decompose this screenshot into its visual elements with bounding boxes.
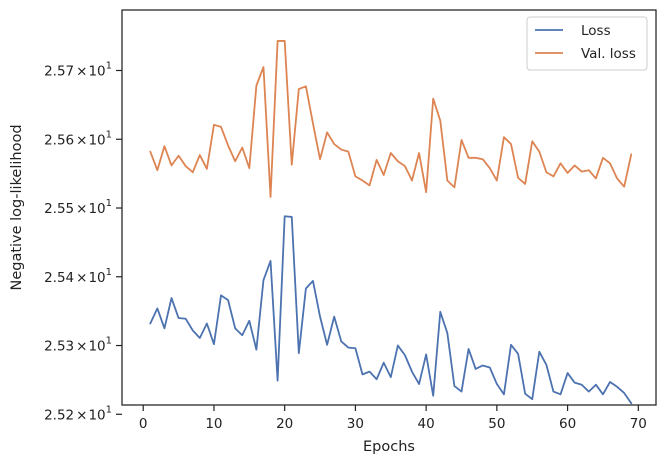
legend-label-loss: Loss	[581, 23, 611, 39]
y-tick-mantissa: 2.56	[44, 132, 74, 148]
x-tick-label: 30	[347, 416, 364, 432]
y-tick-label: 2.53 ×101	[44, 336, 112, 355]
y-tick-exponent: 1	[106, 129, 112, 140]
y-tick-times: ×	[76, 339, 87, 355]
legend: Loss Val. loss	[526, 16, 648, 71]
series-line-loss	[149, 215, 633, 405]
y-tick-label: 2.54 ×101	[44, 267, 112, 286]
y-tick-mantissa: 2.55	[44, 201, 74, 217]
y-tick-times: ×	[76, 132, 87, 148]
y-tick-base: 10	[88, 270, 105, 286]
y-tick-times: ×	[76, 201, 87, 217]
plot-area-frame	[121, 9, 657, 406]
y-tick-mantissa: 2.54	[44, 270, 74, 286]
y-tick-times: ×	[76, 407, 87, 423]
y-tick-times: ×	[76, 270, 87, 286]
y-tick-mantissa: 2.52	[44, 407, 74, 423]
y-tick-label: 2.52 ×101	[44, 404, 112, 423]
y-tick-times: ×	[76, 64, 87, 80]
y-tick-exponent: 1	[106, 198, 112, 209]
y-tick-exponent: 1	[106, 61, 112, 72]
y-tick-exponent: 1	[106, 404, 112, 415]
y-tick-label: 2.55 ×101	[44, 198, 112, 217]
y-tick-mantissa: 2.57	[44, 64, 74, 80]
y-axis-label: Negative log-likelihood	[9, 124, 25, 290]
y-tick-base: 10	[88, 339, 105, 355]
series-line-val-loss	[149, 40, 633, 198]
y-tick-base: 10	[88, 201, 105, 217]
y-tick-label: 2.56 ×101	[44, 129, 112, 148]
x-tick-label: 20	[276, 416, 293, 432]
y-tick-base: 10	[88, 64, 105, 80]
x-tick-label: 50	[488, 416, 505, 432]
y-tick-mantissa: 2.53	[44, 339, 74, 355]
y-tick-exponent: 1	[106, 267, 112, 278]
x-tick-label: 70	[630, 416, 647, 432]
x-axis-ticks: 0 10 20 30 40 50 60 70	[139, 405, 647, 432]
y-tick-base: 10	[88, 407, 105, 423]
y-tick-exponent: 1	[106, 336, 112, 347]
legend-label-val-loss: Val. loss	[581, 46, 636, 62]
x-tick-label: 10	[205, 416, 222, 432]
x-tick-label: 60	[559, 416, 576, 432]
x-tick-label: 40	[418, 416, 435, 432]
y-tick-label: 2.57 ×101	[44, 61, 112, 80]
x-tick-label: 0	[139, 416, 148, 432]
x-axis-label: Epochs	[363, 439, 415, 455]
plot-series	[149, 40, 633, 405]
y-tick-base: 10	[88, 132, 105, 148]
